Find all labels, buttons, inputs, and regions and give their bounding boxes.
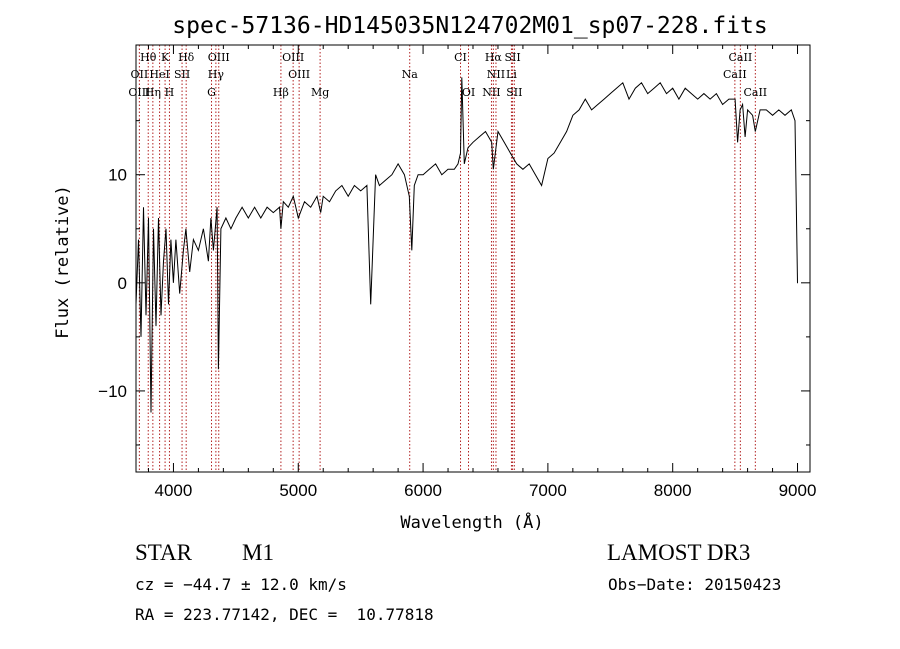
line-label-16: Li: [506, 68, 517, 81]
x-tick-label-3: 7000: [529, 481, 567, 500]
object-subclass: M1: [242, 540, 274, 565]
line-label-20: H: [165, 86, 175, 99]
line-label-11: SII: [174, 68, 190, 81]
line-label-9: OII: [131, 68, 149, 81]
x-tick-labels: 4000 5000 6000 7000 8000 9000: [155, 481, 817, 500]
spectrum-line: [135, 77, 798, 413]
obs-date: Obs−Date: 20150423: [608, 575, 782, 594]
y-tick-label-1: 0: [118, 274, 127, 293]
y-tick-label-0: −10: [98, 382, 127, 401]
line-label-17: CaII: [723, 68, 747, 81]
line-label-14: Na: [402, 68, 419, 81]
line-label-12: Hγ: [208, 68, 225, 81]
line-label-15: NII: [487, 68, 505, 81]
spectral-line-markers: [138, 45, 756, 472]
line-label-0: Hθ: [140, 51, 157, 64]
coordinates: RA = 223.77142, DEC = 10.77818: [135, 605, 434, 624]
object-class: STAR: [135, 540, 192, 565]
x-tick-label-5: 9000: [779, 481, 817, 500]
line-label-23: Mg: [311, 86, 329, 99]
line-label-7: SII: [504, 51, 520, 64]
x-tick-label-4: 8000: [654, 481, 692, 500]
y-tick-label-2: 10: [108, 166, 127, 185]
line-label-25: NII: [482, 86, 500, 99]
line-label-5: CI: [454, 51, 467, 64]
x-tick-label-2: 6000: [404, 481, 442, 500]
y-axis-label: Flux (relative): [53, 185, 73, 339]
line-label-1: K: [161, 51, 170, 64]
x-tick-label-1: 5000: [279, 481, 317, 500]
survey-label: LAMOST DR3: [607, 540, 751, 565]
line-label-3: OIII: [208, 51, 230, 64]
line-label-24: OI: [462, 86, 475, 99]
line-label-19: Hη: [145, 86, 161, 99]
line-label-2: Hδ: [178, 51, 195, 64]
line-label-21: G: [207, 86, 216, 99]
line-label-4: OIII: [282, 51, 304, 64]
y-tick-labels: −10 0 10: [98, 166, 127, 401]
x-tick-label-0: 4000: [155, 481, 193, 500]
line-label-27: CaII: [743, 86, 767, 99]
x-axis-label: Wavelength (Å): [400, 511, 543, 533]
line-label-26: SII: [506, 86, 522, 99]
line-label-18: OIII: [128, 86, 150, 99]
redshift-readout: cz = −44.7 ± 12.0 km/s: [135, 575, 347, 594]
line-label-13: OIII: [288, 68, 310, 81]
line-label-22: Hβ: [273, 86, 289, 99]
axis-ticks: [136, 45, 810, 472]
plot-frame: [135, 44, 811, 473]
line-label-10: HeI: [149, 68, 169, 81]
line-label-6: Hα: [485, 51, 503, 64]
chart-title: spec-57136-HD145035N124702M01_sp07-228.f…: [172, 13, 767, 39]
line-label-8: CaII: [729, 51, 753, 64]
